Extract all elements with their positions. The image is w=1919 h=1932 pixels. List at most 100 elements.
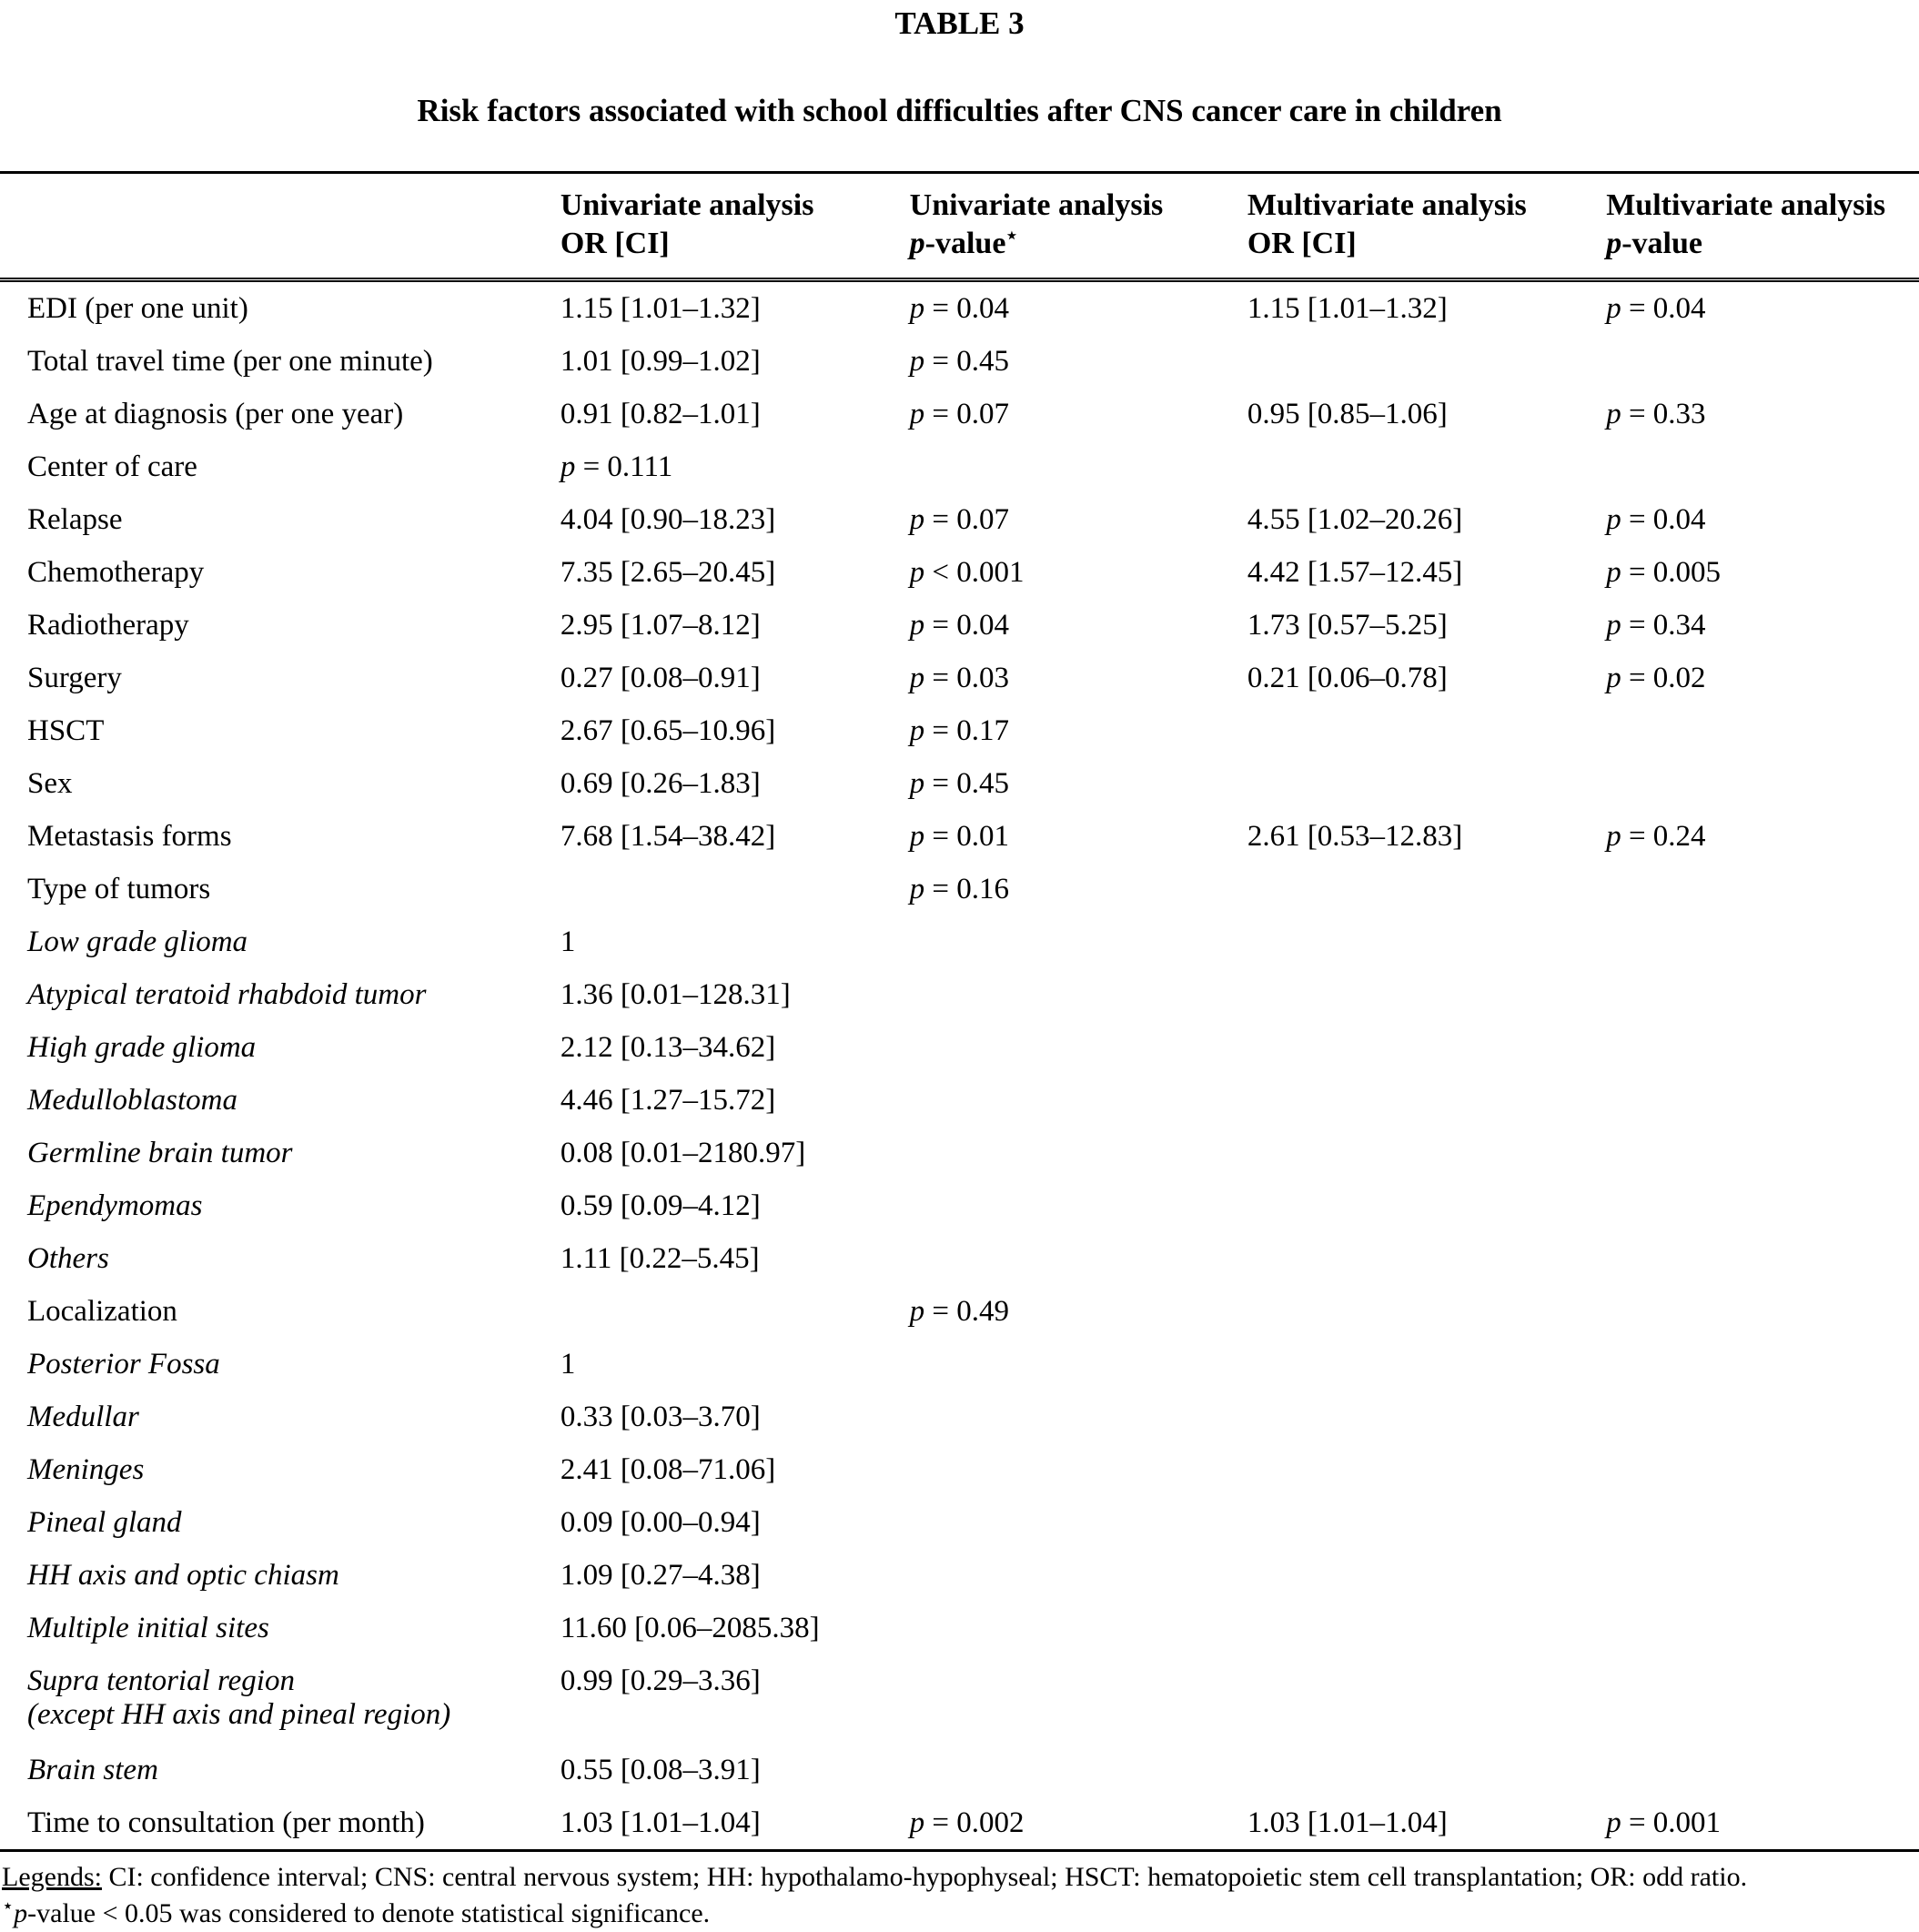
univariate-or-cell: 0.59 [0.09–4.12] <box>560 1189 761 1222</box>
multivariate-or-cell <box>1247 704 1606 757</box>
row-label: Posterior Fossa <box>27 1348 220 1381</box>
table-row: Germline brain tumor 0.08 [0.01–2180.97] <box>0 1127 1919 1179</box>
multivariate-or-cell <box>1247 1127 1606 1179</box>
multivariate-p-cell <box>1606 1074 1919 1127</box>
univariate-or-cell: 2.95 [1.07–8.12] <box>560 609 761 642</box>
univariate-or-cell: 2.41 [0.08–71.06] <box>560 1453 776 1486</box>
univariate-p-cell <box>910 1602 1247 1654</box>
column-header: Univariate analysis OR [CI] <box>560 188 814 260</box>
univariate-or-cell: 1.11 [0.22–5.45] <box>560 1242 760 1275</box>
row-label: Ependymomas <box>27 1189 203 1222</box>
multivariate-p-cell <box>1606 1496 1919 1549</box>
multivariate-or-cell <box>1247 335 1606 388</box>
table-row: Surgery 0.27 [0.08–0.91] p = 0.03 0.21 [0.0… <box>0 652 1919 704</box>
multivariate-p-cell <box>1606 915 1919 968</box>
univariate-p-cell <box>910 1179 1247 1232</box>
multivariate-or-cell <box>1247 757 1606 810</box>
univariate-p-cell: p = 0.04 <box>909 292 1010 325</box>
univariate-p-cell: p = 0.07 <box>909 503 1010 536</box>
row-label: Age at diagnosis (per one year) <box>27 398 404 430</box>
multivariate-or-cell <box>1247 1744 1606 1796</box>
row-label: Multiple initial sites <box>27 1612 269 1644</box>
multivariate-or-cell: 1.15 [1.01–1.32] <box>1247 292 1448 325</box>
row-label: Type of tumors <box>27 873 211 905</box>
table-row: High grade glioma 2.12 [0.13–34.62] <box>0 1021 1919 1074</box>
significance-note-text: p-value < 0.05 was considered to denote … <box>14 1898 711 1928</box>
univariate-or-cell: 7.35 [2.65–20.45] <box>560 556 776 589</box>
multivariate-p-cell <box>1606 968 1919 1021</box>
univariate-p-cell: p = 0.49 <box>909 1295 1010 1328</box>
univariate-p-cell <box>910 1496 1247 1549</box>
univariate-p-cell: p = 0.04 <box>909 609 1010 642</box>
multivariate-or-cell: 2.61 [0.53–12.83] <box>1247 820 1463 853</box>
multivariate-p-cell <box>1606 1179 1919 1232</box>
multivariate-p-cell <box>1606 863 1919 915</box>
multivariate-or-cell: 4.55 [1.02–20.26] <box>1247 503 1463 536</box>
univariate-p-cell <box>910 1744 1247 1796</box>
table-header-row: Univariate analysis OR [CI] Univariate ana… <box>0 173 1919 280</box>
multivariate-p-cell <box>1606 1443 1919 1496</box>
table-row: Chemotherapy 7.35 [2.65–20.45] p < 0.001 4.… <box>0 546 1919 599</box>
univariate-p-cell <box>910 1443 1247 1496</box>
univariate-p-cell: p = 0.17 <box>909 714 1010 747</box>
table-row: Medulloblastoma 4.46 [1.27–15.72] <box>0 1074 1919 1127</box>
univariate-p-cell: p = 0.45 <box>909 345 1010 378</box>
table-row: Meninges 2.41 [0.08–71.06] <box>0 1443 1919 1496</box>
univariate-or-cell: 11.60 [0.06–2085.38] <box>560 1612 820 1644</box>
row-label: HSCT <box>27 714 105 747</box>
multivariate-or-cell <box>1247 1391 1606 1443</box>
table-row: HSCT 2.67 [0.65–10.96] p = 0.17 <box>0 704 1919 757</box>
multivariate-p-cell <box>1606 1338 1919 1391</box>
multivariate-p-cell: p = 0.005 <box>1606 556 1722 589</box>
column-header: Multivariate analysis OR [CI] <box>1247 188 1527 260</box>
row-label: Chemotherapy <box>27 556 205 589</box>
risk-factors-table: Univariate analysis OR [CI] Univariate ana… <box>0 171 1919 1852</box>
table-row: Others 1.11 [0.22–5.45] <box>0 1232 1919 1285</box>
univariate-or-cell: 0.55 [0.08–3.91] <box>560 1754 761 1786</box>
multivariate-or-cell <box>1247 440 1606 493</box>
univariate-or-cell: 0.91 [0.82–1.01] <box>560 398 761 430</box>
multivariate-p-cell <box>1606 757 1919 810</box>
univariate-or-cell: 2.12 [0.13–34.62] <box>560 1031 776 1064</box>
table-row: Time to consultation (per month) 1.03 [1.… <box>0 1796 1919 1851</box>
multivariate-p-cell <box>1606 1127 1919 1179</box>
multivariate-or-cell <box>1247 1021 1606 1074</box>
multivariate-or-cell <box>1247 1232 1606 1285</box>
univariate-or-cell: 0.27 [0.08–0.91] <box>560 662 761 694</box>
table-row: Sex 0.69 [0.26–1.83] p = 0.45 <box>0 757 1919 810</box>
table-row: HH axis and optic chiasm 1.09 [0.27–4.38] <box>0 1549 1919 1602</box>
row-label: Medulloblastoma <box>27 1084 237 1117</box>
table-row: Supra tentorial region (except HH axis an… <box>0 1654 1919 1744</box>
row-label: Time to consultation (per month) <box>27 1806 425 1839</box>
row-label: Germline brain tumor <box>27 1137 293 1169</box>
table-legend: Legends: CI: confidence interval; CNS: c… <box>0 1859 1919 1896</box>
univariate-p-cell <box>910 1074 1247 1127</box>
univariate-or-cell: 7.68 [1.54–38.42] <box>560 820 776 853</box>
table-row: Metastasis forms 7.68 [1.54–38.42] p = 0.0… <box>0 810 1919 863</box>
multivariate-or-cell <box>1247 1285 1606 1338</box>
row-label: Total travel time (per one minute) <box>27 345 433 378</box>
univariate-p-cell <box>910 1338 1247 1391</box>
row-label: Meninges <box>27 1453 145 1486</box>
row-label: HH axis and optic chiasm <box>27 1559 339 1592</box>
univariate-p-cell <box>910 1127 1247 1179</box>
table-row: Pineal gland 0.09 [0.00–0.94] <box>0 1496 1919 1549</box>
legend-label: Legends: <box>2 1862 102 1892</box>
table-title: Risk factors associated with school diff… <box>417 93 1502 128</box>
multivariate-or-cell <box>1247 1549 1606 1602</box>
multivariate-p-cell <box>1606 1602 1919 1654</box>
table-row: Relapse 4.04 [0.90–18.23] p = 0.07 4.55 [1.… <box>0 493 1919 546</box>
univariate-or-cell: 1 <box>560 1348 576 1381</box>
column-header: Univariate analysis p-value⋆ <box>909 188 1164 260</box>
significance-note: ⋆p-value < 0.05 was considered to denote… <box>0 1896 1919 1932</box>
univariate-or-cell: 0.09 [0.00–0.94] <box>560 1506 761 1539</box>
univariate-p-cell <box>910 1021 1247 1074</box>
table-row: Localization p = 0.49 <box>0 1285 1919 1338</box>
multivariate-p-cell <box>1606 1391 1919 1443</box>
univariate-or-cell: 4.46 [1.27–15.72] <box>560 1084 776 1117</box>
univariate-or-cell: 0.69 [0.26–1.83] <box>560 767 761 800</box>
multivariate-or-cell <box>1247 1338 1606 1391</box>
column-header: Multivariate analysis p-value <box>1606 188 1886 260</box>
multivariate-p-cell: p = 0.24 <box>1606 820 1706 853</box>
table-row: Low grade glioma 1 <box>0 915 1919 968</box>
